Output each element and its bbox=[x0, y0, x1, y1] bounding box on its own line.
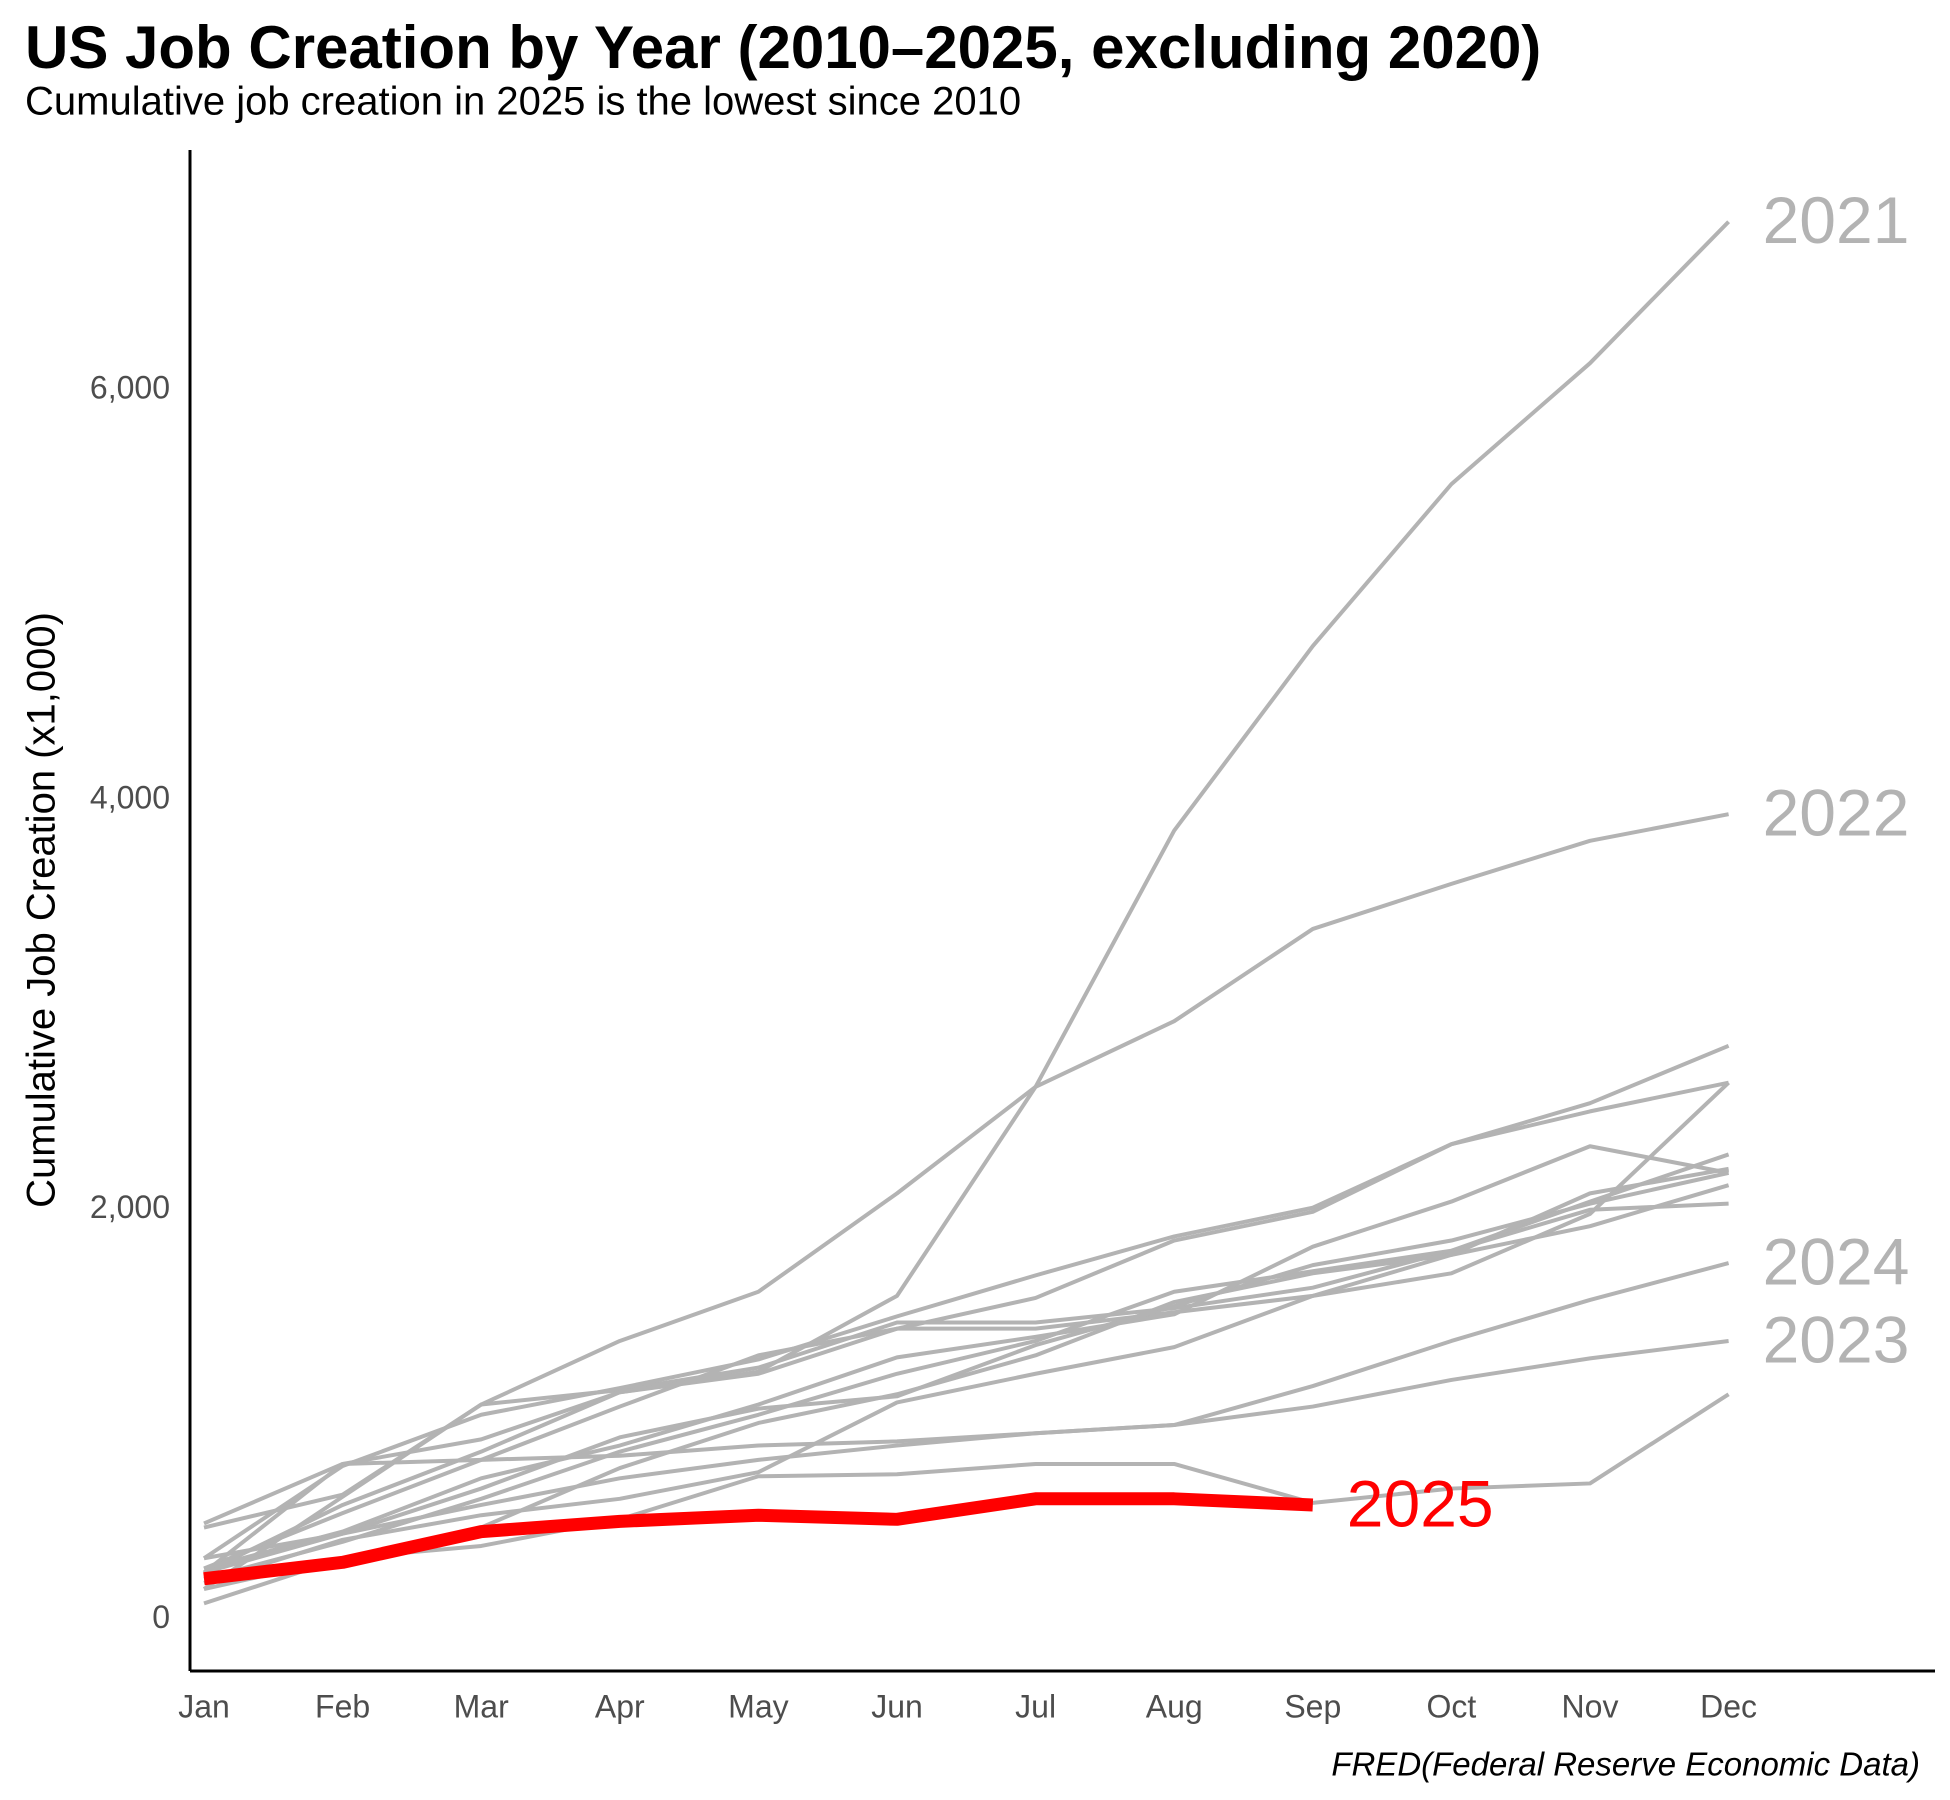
series-line bbox=[203, 1144, 1729, 1571]
series-label: 2021 bbox=[1763, 183, 1910, 257]
x-tick-label: Apr bbox=[595, 1688, 645, 1724]
series-line bbox=[202, 1043, 1730, 1560]
x-tick-label: May bbox=[728, 1688, 788, 1724]
y-axis-label: Cumulative Job Creation (x1,000) bbox=[20, 612, 64, 1208]
x-tick-label: Mar bbox=[454, 1688, 509, 1724]
series-label: 2023 bbox=[1763, 1302, 1910, 1376]
series-line bbox=[202, 220, 1731, 1575]
x-tick-label: Jan bbox=[178, 1688, 230, 1724]
series-label: 2022 bbox=[1763, 776, 1910, 850]
series-line bbox=[203, 1338, 1729, 1526]
x-tick-label: Aug bbox=[1146, 1688, 1203, 1724]
y-tick-label: 6,000 bbox=[90, 369, 170, 405]
series-line bbox=[203, 1170, 1730, 1575]
y-tick-label: 4,000 bbox=[90, 779, 170, 815]
y-tick-label: 0 bbox=[152, 1599, 170, 1635]
series-line bbox=[203, 1080, 1730, 1571]
chart-title: US Job Creation by Year (2010–2025, excl… bbox=[25, 14, 1541, 81]
x-tick-label: Sep bbox=[1284, 1688, 1341, 1724]
y-tick-label: 2,000 bbox=[90, 1189, 170, 1225]
x-tick-label: Feb bbox=[315, 1688, 370, 1724]
x-tick-label: Jun bbox=[871, 1688, 923, 1724]
x-tick-label: Oct bbox=[1427, 1688, 1477, 1724]
series-label: 2025 bbox=[1347, 1466, 1494, 1540]
series-line bbox=[203, 1166, 1729, 1585]
highlight-line bbox=[203, 1492, 1314, 1586]
x-tick-label: Jul bbox=[1015, 1688, 1056, 1724]
series-label: 2024 bbox=[1763, 1225, 1910, 1299]
chart-subtitle: Cumulative job creation in 2025 is the l… bbox=[25, 80, 1021, 124]
series-line bbox=[203, 1261, 1730, 1561]
series-line bbox=[203, 812, 1729, 1530]
x-tick-label: Nov bbox=[1562, 1688, 1619, 1724]
series-line bbox=[203, 1392, 1730, 1606]
source-note: FRED(Federal Reserve Economic Data) bbox=[1331, 1746, 1920, 1783]
series-line bbox=[202, 1201, 1729, 1591]
x-tick-label: Dec bbox=[1700, 1688, 1757, 1724]
